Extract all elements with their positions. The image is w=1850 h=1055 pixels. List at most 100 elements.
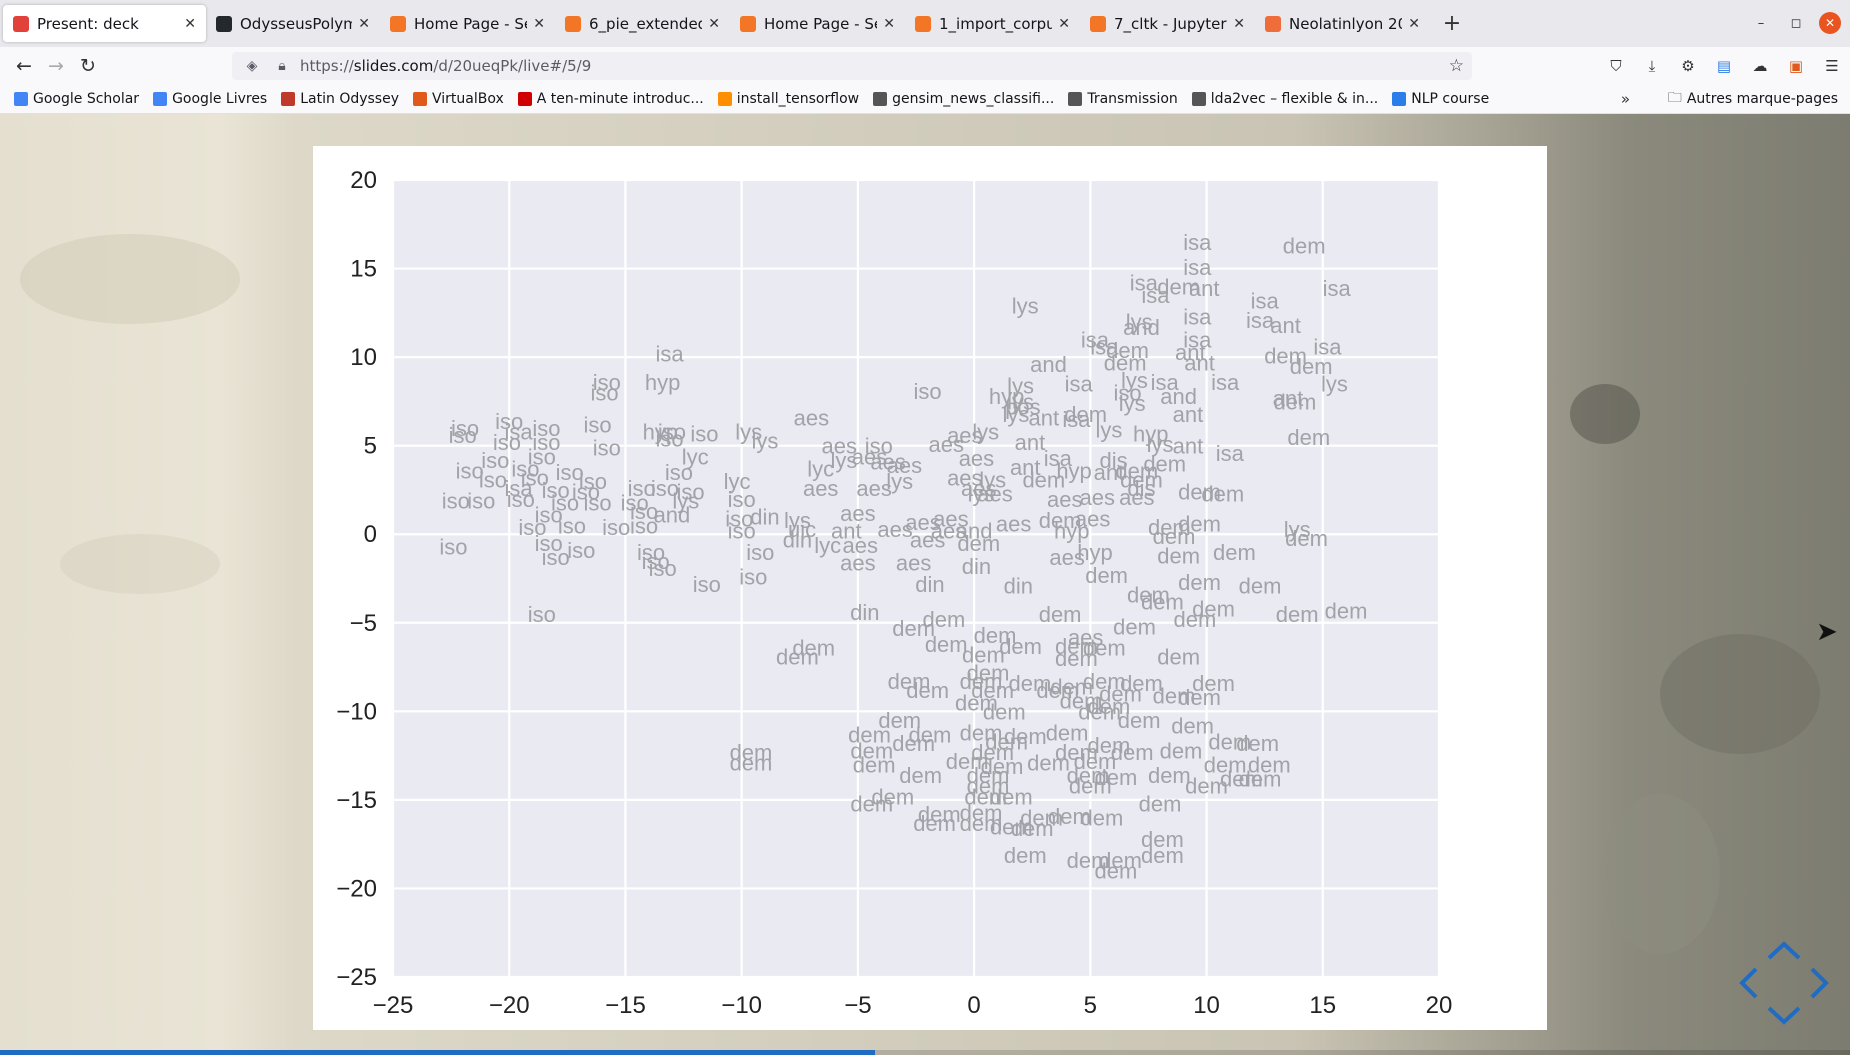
bookmark-item[interactable]: Latin Odyssey xyxy=(281,91,399,107)
presentation-progress-bar xyxy=(0,1050,1850,1055)
close-icon[interactable]: ✕ xyxy=(708,15,720,32)
scatter-point-label: lys xyxy=(968,481,995,506)
scatter-point-label: dem xyxy=(1276,602,1319,627)
tracking-shield-icon[interactable]: ◈ xyxy=(246,58,258,74)
close-icon[interactable]: ✕ xyxy=(533,15,545,32)
close-icon[interactable]: ✕ xyxy=(358,15,370,32)
scatter-point-label: iso xyxy=(621,490,649,515)
padlock-icon[interactable]: 🔒︎ xyxy=(278,58,286,74)
close-icon[interactable]: ✕ xyxy=(883,15,895,32)
bookmark-item[interactable]: install_tensorflow xyxy=(717,91,859,107)
reload-button[interactable]: ↻ xyxy=(80,55,96,77)
close-icon[interactable]: ✕ xyxy=(1233,15,1245,32)
menu-icon[interactable]: ☰ xyxy=(1825,57,1839,75)
close-icon[interactable]: ✕ xyxy=(1058,15,1070,32)
tab-8[interactable]: Neolatinlyon 2021 - éc ✕ xyxy=(1255,5,1430,42)
scatter-point-label: iso xyxy=(665,460,693,485)
y-tick-label: −20 xyxy=(336,875,377,902)
bookmark-item[interactable]: gensim_news_classifi... xyxy=(873,91,1054,107)
scatter-point-label: ant xyxy=(1094,460,1125,485)
addon-icon[interactable]: ▣ xyxy=(1788,57,1804,75)
tab-7[interactable]: 7_cltk - Jupyter Noteb ✕ xyxy=(1080,5,1255,42)
bookmark-item[interactable]: lda2vec – flexible & in... xyxy=(1191,91,1378,107)
scatter-point-label: iso xyxy=(583,490,611,515)
scatter-point-label: dem xyxy=(1141,827,1184,852)
tab-1[interactable]: Present: deck ✕ xyxy=(3,5,206,42)
tab-2[interactable]: OdysseusPolymetis/ne ✕ xyxy=(206,5,380,42)
scatter-point-label: dem xyxy=(1055,634,1098,659)
scatter-point-label: dem xyxy=(1113,614,1156,639)
scatter-point-label: dem xyxy=(967,660,1010,685)
tab-6[interactable]: 1_import_corpus - Jupy ✕ xyxy=(905,5,1080,42)
scatter-point-label: dem xyxy=(1283,234,1326,259)
arrow-up-icon[interactable] xyxy=(1767,941,1801,960)
scatter-point-label: isa xyxy=(1251,288,1280,313)
scatter-point-label: aes xyxy=(856,476,891,501)
bookmark-item[interactable]: A ten-minute introduc... xyxy=(517,91,704,107)
scatter-point-label: iso xyxy=(507,487,535,512)
scatter-point-label: hyp xyxy=(645,370,680,395)
scatter-point-label: dis xyxy=(1127,476,1155,501)
back-button[interactable]: ← xyxy=(16,55,32,77)
forward-button[interactable]: → xyxy=(48,55,64,77)
scatter-point-label: iso xyxy=(556,460,584,485)
scatter-point-label: dem xyxy=(1088,694,1131,719)
scatter-point-label: dem xyxy=(960,800,1003,825)
scatter-point-label: dem xyxy=(888,669,931,694)
close-icon[interactable]: ✕ xyxy=(1408,15,1420,32)
tab-3[interactable]: Home Page - Select or ✕ xyxy=(380,5,555,42)
scatter-point-label: isa xyxy=(1211,370,1240,395)
scatter-point-label: iso xyxy=(728,487,756,512)
tab-4[interactable]: 6_pie_extended - Jupy ✕ xyxy=(555,5,730,42)
close-icon[interactable]: ✕ xyxy=(184,15,196,32)
notebook-icon xyxy=(915,15,931,32)
maximize-button[interactable]: ◻ xyxy=(1790,15,1802,31)
other-bookmarks-folder[interactable]: 🗀︎ Autres marque-pages xyxy=(1668,85,1838,113)
y-tick-label: −15 xyxy=(336,787,377,814)
bookmark-star-icon[interactable]: ☆ xyxy=(1448,56,1464,76)
scatter-point-label: iso xyxy=(493,430,521,455)
bookmark-item[interactable]: Transmission xyxy=(1068,91,1178,107)
scatter-point-label: dem xyxy=(1148,763,1191,788)
arrow-left-icon[interactable] xyxy=(1739,967,1758,999)
bookmark-item[interactable]: Google Scholar xyxy=(14,91,139,107)
scatter-point-label: aes xyxy=(877,517,912,542)
arrow-right-icon[interactable] xyxy=(1810,967,1829,999)
scatter-point-label: dem xyxy=(1290,354,1333,379)
scatter-point-label: dem xyxy=(1178,480,1221,505)
minimize-button[interactable]: – xyxy=(1757,15,1765,31)
scatter-point-label: hyp xyxy=(1077,540,1112,565)
x-tick-label: 10 xyxy=(1193,992,1220,1019)
x-tick-label: 5 xyxy=(1084,992,1097,1019)
scatter-point-label: dem xyxy=(1157,543,1200,568)
pocket-icon[interactable]: ⛉ xyxy=(1610,57,1622,75)
scatter-point-label: dem xyxy=(971,740,1014,765)
scatter-point-label: aes xyxy=(887,453,922,478)
scatter-point-label: aes xyxy=(996,512,1031,537)
scatter-point-label: iso xyxy=(467,489,495,514)
downloads-icon[interactable]: ⤓ xyxy=(1648,57,1656,75)
address-bar[interactable]: ◈ 🔒︎ https://slides.com/d/20ueqPk/live#/… xyxy=(232,52,1472,80)
scatter-point-label: din xyxy=(783,528,812,553)
scatter-point-label: dem xyxy=(1178,685,1221,710)
scatter-point-label: hyp xyxy=(1054,519,1089,544)
bookmark-item[interactable]: Google Livres xyxy=(153,91,267,107)
scatter-point-label: isa xyxy=(504,419,533,444)
document-icon[interactable]: ▤ xyxy=(1716,57,1732,75)
window-close-button[interactable]: ✕ xyxy=(1819,12,1841,34)
scatter-point-label: isa xyxy=(1183,230,1212,255)
scatter-point-label: dem xyxy=(1178,570,1221,595)
bookmark-item[interactable]: VirtualBox xyxy=(413,91,504,107)
tab-5[interactable]: Home Page - Select or ✕ xyxy=(730,5,905,42)
scatter-point-label: iso xyxy=(479,467,507,492)
cloud-icon[interactable]: ☁ xyxy=(1752,57,1768,75)
new-tab-button[interactable]: + xyxy=(1442,11,1462,36)
bookmarks-overflow-icon[interactable]: » xyxy=(1620,90,1630,108)
bookmark-item[interactable]: NLP course xyxy=(1392,91,1489,107)
scatter-point-label: dem xyxy=(1074,749,1117,774)
tab-title: 1_import_corpus - Jupy xyxy=(939,14,1053,33)
arrow-down-icon[interactable] xyxy=(1767,1006,1801,1025)
scatter-point-label: ant xyxy=(1015,430,1046,455)
scatter-point-label: dem xyxy=(1160,738,1203,763)
extension-icon[interactable]: ⚙ xyxy=(1681,57,1695,75)
